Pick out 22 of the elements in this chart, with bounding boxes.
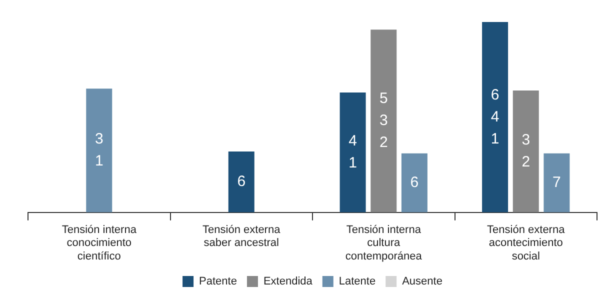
bar (401, 153, 428, 212)
annotation: 3 1 (94, 130, 104, 170)
bar (370, 30, 397, 212)
annotation: 4 1 (348, 132, 357, 172)
annotation: 3 2 (522, 132, 530, 171)
annotation: 7 (552, 174, 561, 192)
legend-label: Extendida (263, 276, 314, 288)
x-tick-label: Tensión interna conocimiento científico (62, 224, 138, 262)
legend-label: Patente (199, 276, 237, 288)
bar (482, 22, 508, 212)
legend-label: Latente (338, 276, 376, 288)
annotation: 6 (237, 173, 246, 190)
x-tick-label: Tensión interna cultura contemporánea (345, 224, 423, 262)
annotation: 6 (410, 174, 419, 192)
annotation: 5 3 2 (379, 90, 388, 152)
bar (512, 90, 539, 212)
x-tick-label: Tensión externa saber ancestral (202, 224, 282, 250)
annotation: 6 4 1 (490, 86, 500, 148)
bar (340, 92, 366, 212)
x-tick-label: Tensión externa acontecimiento social (487, 224, 566, 262)
bar (544, 153, 570, 212)
legend-label: Ausente (402, 276, 442, 288)
